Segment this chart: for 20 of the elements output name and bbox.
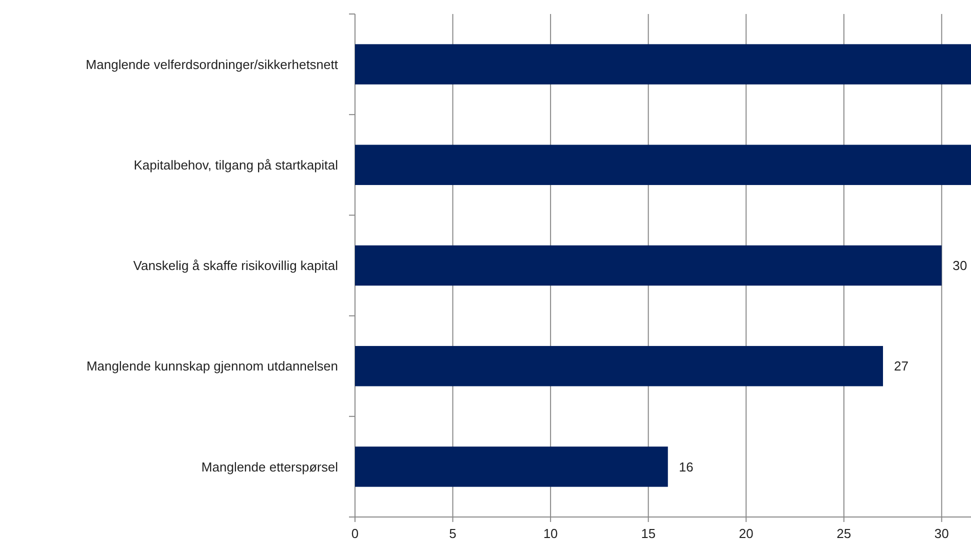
x-tick-label: 20 <box>738 526 754 541</box>
x-tick-label: 15 <box>641 526 656 541</box>
y-tick-label: Manglende etterspørsel <box>201 459 338 474</box>
x-tick-label: 10 <box>543 526 558 541</box>
bar <box>355 446 668 487</box>
x-tick-label: 25 <box>836 526 852 541</box>
data-label: 16 <box>678 459 694 474</box>
x-tick-label: 30 <box>934 526 949 541</box>
x-tick-label: 0 <box>351 526 359 541</box>
y-tick-label: Manglende kunnskap gjennom utdannelsen <box>86 358 338 374</box>
bar <box>355 144 971 186</box>
bar <box>355 346 883 386</box>
bar <box>355 44 971 84</box>
data-label: 27 <box>894 358 908 374</box>
data-label: 30 <box>952 258 968 274</box>
y-tick-label: Kapitalbehov, tilgang på startkapital <box>134 157 338 172</box>
bar <box>355 245 942 286</box>
x-tick-label: 5 <box>449 526 456 541</box>
y-tick-label: Manglende velferdsordninger/sikkerhetsnett <box>86 56 338 72</box>
y-tick-label: Vanskelig å skaffe risikovillig kapital <box>133 258 338 274</box>
